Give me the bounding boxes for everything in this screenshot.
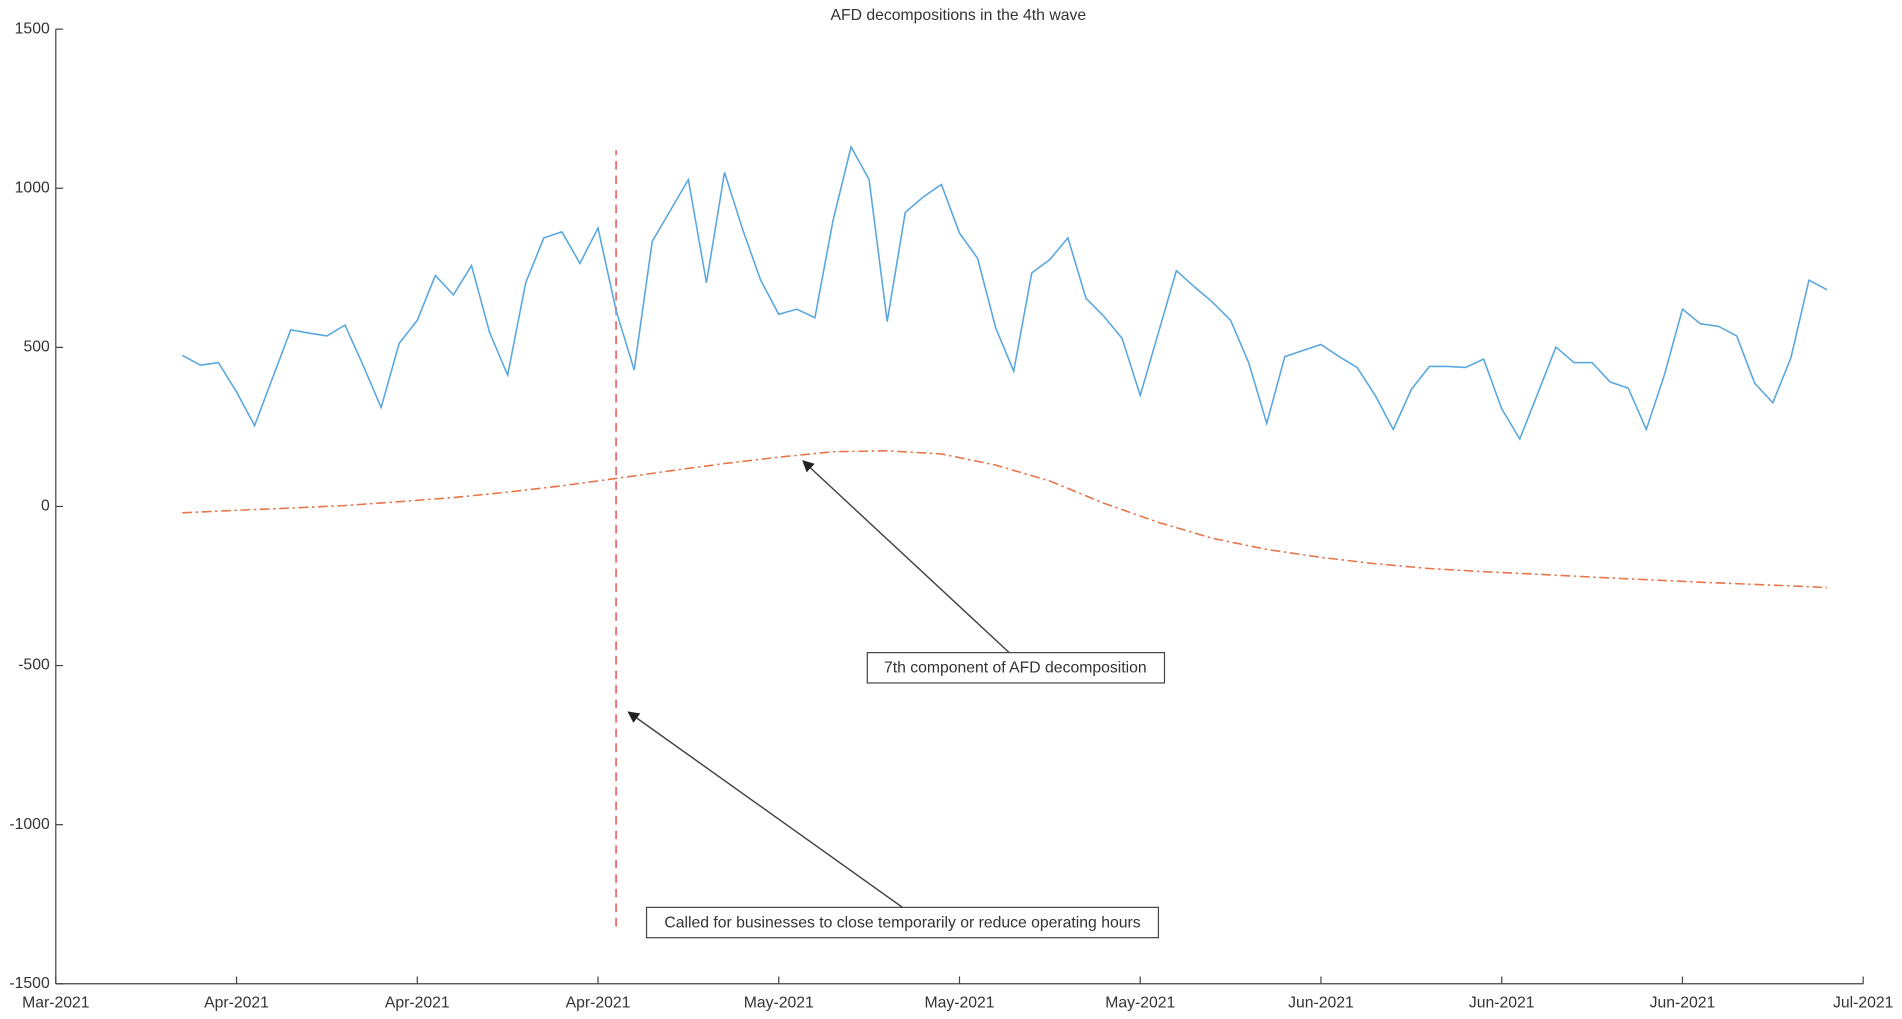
annotation-text: 7th component of AFD decomposition [884,660,1147,677]
y-tick-label: 1000 [15,179,50,196]
x-tick-label: Apr-2021 [204,994,269,1011]
x-tick-label: Mar-2021 [22,994,89,1011]
y-tick-label: -500 [18,657,50,674]
x-tick-label: Jul-2021 [1833,994,1893,1011]
x-tick-label: Jun-2021 [1288,994,1354,1011]
annotation-arrow [627,711,903,908]
y-tick-label: -1500 [9,975,50,992]
x-tick-label: May-2021 [744,994,814,1011]
chart-title: AFD decompositions in the 4th wave [830,7,1086,24]
data-line [181,144,1828,441]
x-tick-label: Apr-2021 [566,994,631,1011]
annotation-arrow [802,460,1010,654]
x-tick-label: Jun-2021 [1469,994,1535,1011]
data-line [182,449,1828,589]
annotation-box [866,652,1166,684]
y-tick-label: 0 [41,498,50,515]
annotation-box [645,906,1160,939]
y-tick-label: -1000 [9,816,50,833]
y-tick-label: 1500 [15,20,50,37]
x-tick-label: Jun-2021 [1650,994,1716,1011]
x-tick-label: Apr-2021 [385,994,450,1011]
annotation-text: Called for businesses to close temporari… [664,914,1140,931]
y-tick-label: 500 [23,339,50,356]
x-tick-label: May-2021 [924,994,994,1011]
x-tick-label: May-2021 [1105,994,1175,1011]
